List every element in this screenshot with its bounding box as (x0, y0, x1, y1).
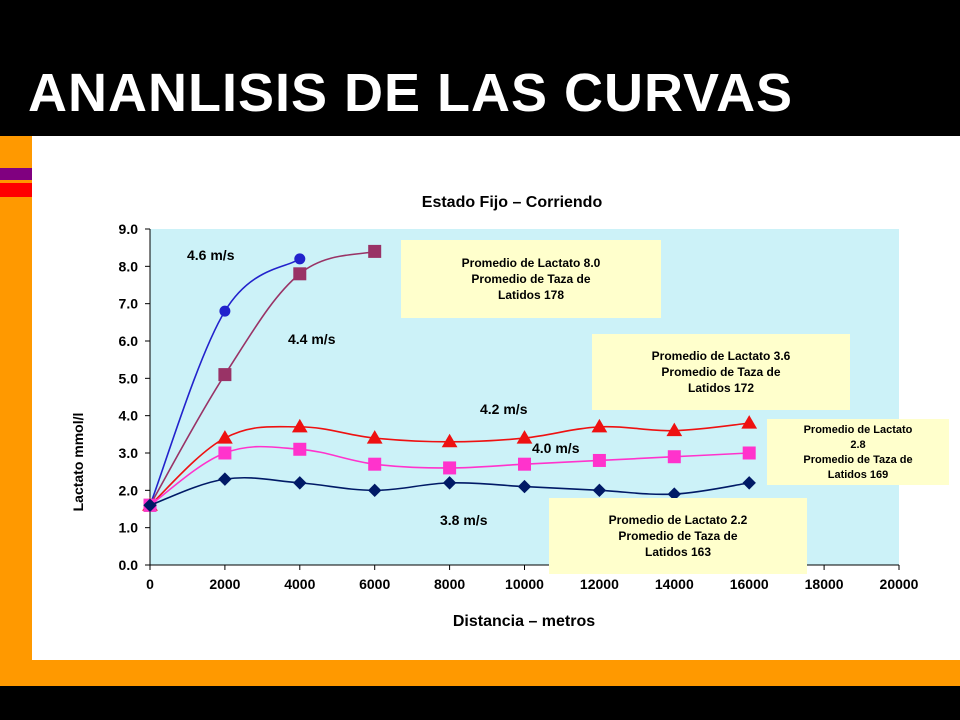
y-tick-label: 7.0 (119, 296, 139, 312)
x-tick-label: 14000 (655, 576, 694, 592)
y-tick-label: 8.0 (119, 258, 139, 274)
info-box-line: Latidos 169 (828, 469, 889, 481)
info-box: Promedio de Lactato 8.0 Promedio de Taza … (401, 240, 661, 318)
data-point (218, 472, 232, 486)
info-box-bg (767, 419, 949, 485)
data-point (518, 457, 531, 471)
x-tick-label: 2000 (209, 576, 240, 592)
info-box-bg (549, 498, 807, 574)
x-axis-label: Distancia – metros (453, 613, 595, 630)
info-box-line: Latidos 178 (498, 288, 564, 302)
data-point (293, 267, 307, 281)
data-point (443, 461, 457, 475)
speed-annotation: 4.2 m/s (480, 401, 528, 417)
decor-stripe-orange (0, 199, 32, 211)
decor-stripe-purple (0, 168, 32, 180)
chart-title: Estado Fijo – Corriendo (422, 194, 603, 211)
info-box: Promedio de Lactato 3.6 Promedio de Taza … (592, 334, 850, 410)
data-point (592, 453, 606, 467)
y-tick-label: 4.0 (119, 408, 139, 424)
data-point (592, 483, 607, 498)
y-axis-label: Lactato mmol/l (70, 413, 86, 512)
data-point (294, 253, 306, 265)
info-box-line: Latidos 172 (688, 381, 754, 395)
data-point (591, 418, 608, 433)
data-point (218, 446, 232, 460)
series-line (149, 250, 375, 506)
data-point (666, 422, 683, 437)
x-tick-label: 6000 (359, 576, 390, 592)
series-4-0-m-s (143, 442, 756, 512)
info-box-line: Promedio de Lactato (804, 424, 913, 436)
info-box: Promedio de Lactato 2.2 Promedio de Taza … (549, 498, 807, 574)
info-box-bg (401, 240, 661, 318)
info-box-line: Promedio de Lactato 3.6 (652, 349, 791, 363)
data-point (367, 483, 382, 498)
series-line (149, 258, 301, 506)
speed-annotation: 4.4 m/s (288, 331, 336, 347)
speed-annotation: 3.8 m/s (440, 512, 488, 528)
info-box-line: Promedio de Taza de (661, 365, 780, 379)
data-point (143, 498, 157, 512)
info-box-line: 2.8 (850, 439, 865, 451)
y-tick-label: 1.0 (119, 520, 139, 536)
y-tick-label: 3.0 (119, 445, 139, 461)
data-point (366, 430, 383, 444)
decor-stripe-red (0, 183, 32, 197)
x-tick-label: 16000 (730, 576, 769, 592)
info-box-bg (592, 334, 850, 410)
y-tick-label: 9.0 (119, 221, 139, 237)
data-point (517, 479, 532, 494)
data-point (667, 450, 681, 464)
slide-title: ANANLISIS DE LAS CURVAS (28, 63, 794, 123)
data-point (293, 442, 307, 456)
y-tick-label: 5.0 (119, 370, 139, 386)
x-tick-label: 20000 (880, 576, 919, 592)
lactate-chart: Estado Fijo – Corriendo Lactato mmol/l D… (32, 136, 960, 660)
data-point (516, 430, 533, 444)
speed-annotation: 4.6 m/s (187, 247, 235, 263)
data-point (742, 446, 756, 460)
data-point (217, 430, 233, 444)
data-point (741, 415, 758, 429)
series-3-8-m-s (143, 472, 756, 512)
data-point (219, 305, 231, 317)
chart-figure: Estado Fijo – Corriendo Lactato mmol/l D… (32, 136, 960, 660)
x-tick-label: 18000 (805, 576, 844, 592)
info-box: Promedio de Lactato 2.8 Promedio de Taza d… (767, 419, 949, 485)
info-box-line: Promedio de Taza de (618, 529, 737, 543)
data-point (218, 368, 232, 382)
data-point (293, 476, 307, 490)
x-tick-label: 0 (146, 576, 154, 592)
data-point (291, 418, 308, 433)
data-point (368, 244, 382, 258)
data-point (441, 433, 458, 448)
data-point (368, 457, 382, 471)
x-tick-label: 10000 (505, 576, 544, 592)
info-box-line: Promedio de Taza de (471, 272, 590, 286)
data-point (742, 476, 756, 490)
y-tick-label: 6.0 (119, 333, 139, 349)
speed-annotation: 4.0 m/s (532, 440, 580, 456)
y-tick-label: 2.0 (119, 482, 139, 498)
x-tick-label: 4000 (284, 576, 315, 592)
info-box-line: Promedio de Lactato 2.2 (609, 513, 748, 527)
info-box-line: Promedio de Lactato 8.0 (462, 256, 601, 270)
y-tick-label: 0.0 (119, 557, 139, 573)
data-point (442, 476, 457, 490)
info-box-line: Latidos 163 (645, 545, 711, 559)
x-tick-label: 8000 (434, 576, 465, 592)
x-tick-label: 12000 (580, 576, 619, 592)
info-box-line: Promedio de Taza de (803, 454, 912, 466)
